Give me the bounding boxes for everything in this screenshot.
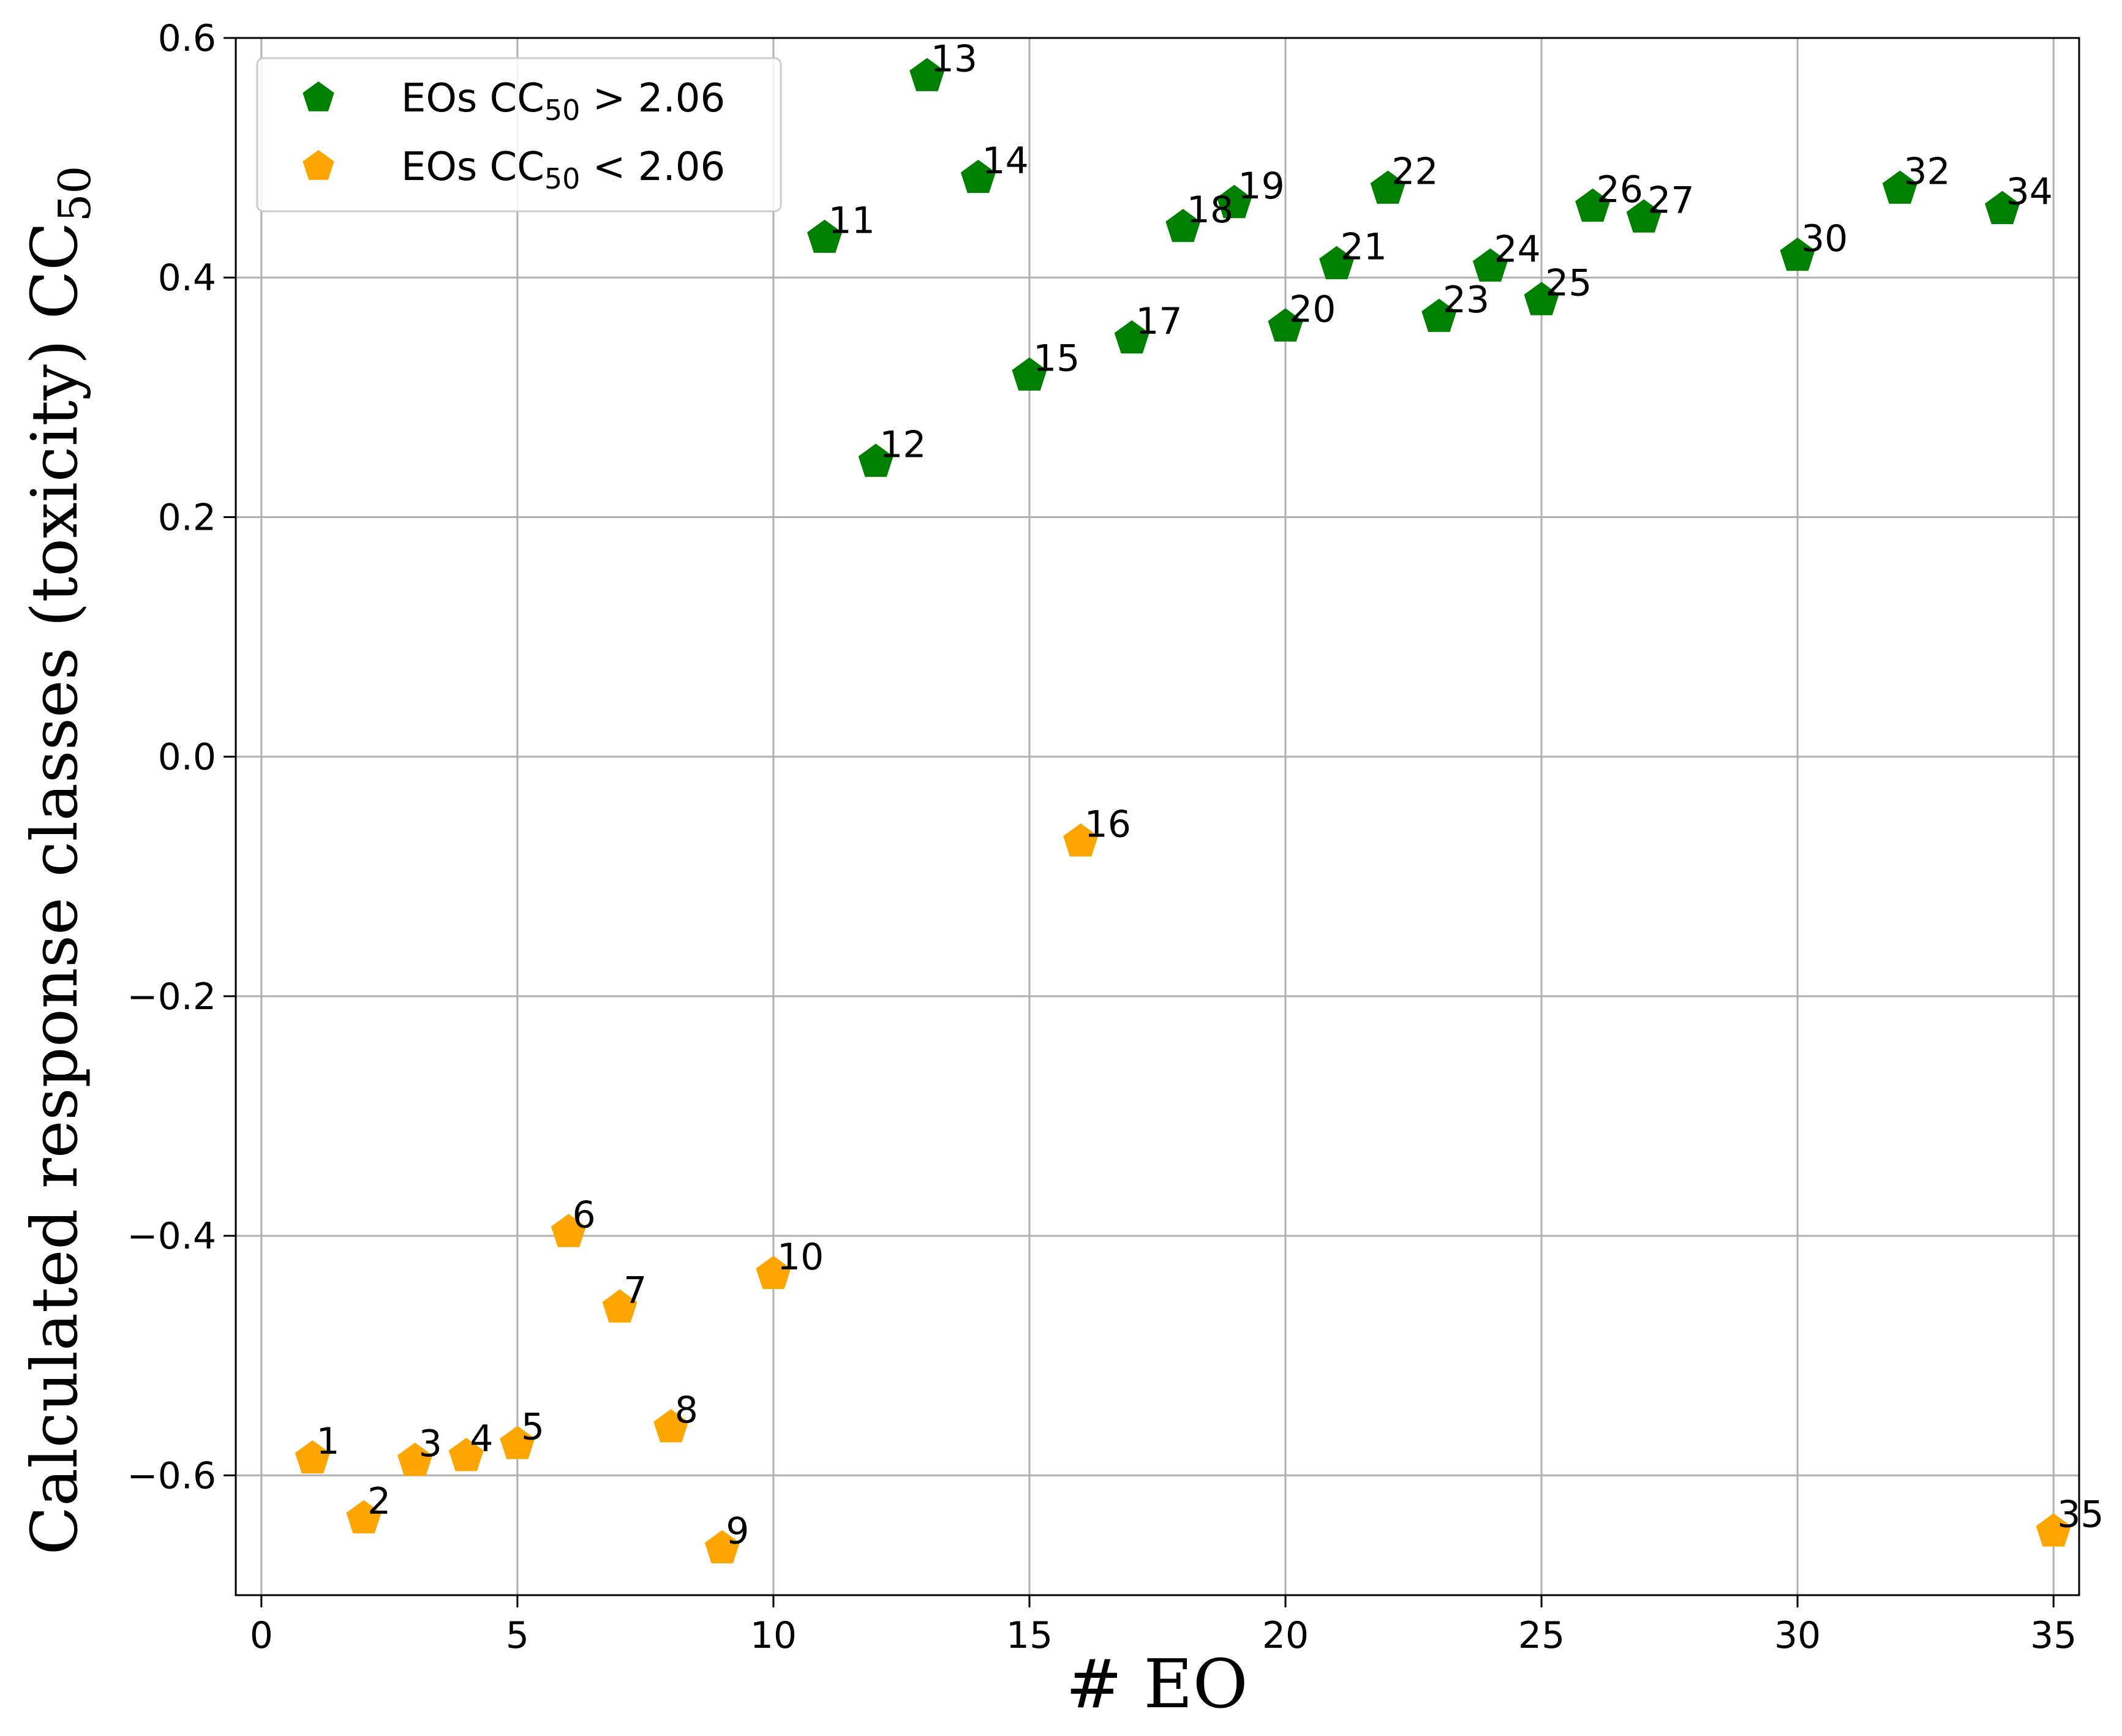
legend: EOs CC50 > 2.06 EOs CC50 < 2.06 xyxy=(256,57,782,212)
legend-marker-above xyxy=(303,81,334,111)
point-label: 4 xyxy=(470,1418,493,1460)
point-label: 11 xyxy=(829,200,875,242)
point-label: 8 xyxy=(675,1389,698,1432)
data-point-above xyxy=(1216,184,1252,219)
point-label: 27 xyxy=(1647,179,1694,222)
x-tick-label: 25 xyxy=(1518,1614,1565,1657)
point-label: 15 xyxy=(1033,337,1080,380)
data-point-above xyxy=(1985,190,2020,224)
data-point-above xyxy=(1319,246,1355,279)
y-axis-title-main: Calculated response classes (toxicity) C… xyxy=(17,222,92,1555)
point-label: 25 xyxy=(1545,261,1592,304)
legend-entry-below: EOs CC50 < 2.06 xyxy=(401,145,725,195)
point-label: 24 xyxy=(1494,228,1540,271)
data-point-above xyxy=(1882,170,1917,204)
data-point-above xyxy=(1780,238,1815,271)
point-label: 12 xyxy=(879,423,926,466)
point-label: 20 xyxy=(1289,288,1336,331)
data-point-below xyxy=(704,1530,740,1563)
x-tick-label: 5 xyxy=(506,1614,529,1657)
data-point-above xyxy=(1268,308,1303,342)
point-label: 6 xyxy=(572,1193,595,1236)
data-point-below xyxy=(346,1500,382,1534)
data-point-below xyxy=(1063,823,1099,857)
y-tick-label: −0.4 xyxy=(127,1215,216,1258)
data-point-above xyxy=(1472,248,1508,282)
y-tick-label: −0.2 xyxy=(127,975,216,1018)
point-label: 21 xyxy=(1341,226,1387,269)
x-tick-label: 35 xyxy=(2030,1614,2077,1657)
data-point-below xyxy=(448,1438,484,1471)
x-tick-label: 10 xyxy=(750,1614,797,1657)
grid-lines xyxy=(236,37,2079,1595)
x-tick-label: 20 xyxy=(1262,1614,1309,1657)
point-label: 30 xyxy=(1801,217,1848,260)
data-point-above xyxy=(1165,209,1201,242)
x-tick-label: 15 xyxy=(1006,1614,1053,1657)
data-point-above xyxy=(909,58,945,91)
data-point-below xyxy=(551,1214,586,1247)
y-tick-label: 0.6 xyxy=(158,17,216,60)
legend-box xyxy=(256,57,782,212)
point-label: 23 xyxy=(1443,279,1489,321)
point-label: 3 xyxy=(419,1422,442,1465)
data-point-below xyxy=(295,1440,330,1474)
y-tick-label: 0.4 xyxy=(158,257,216,299)
point-label: 35 xyxy=(2057,1493,2104,1536)
plot-frame xyxy=(235,37,2080,1596)
y-tick-label: 0.2 xyxy=(158,496,216,539)
axis-ticks: 0 5 10 15 20 25 30 35−0.6−0.4−0.20.00.20.40.6 xyxy=(127,17,2077,1657)
point-label: 13 xyxy=(931,38,977,81)
point-label: 9 xyxy=(726,1510,749,1553)
point-label: 1 xyxy=(316,1420,339,1463)
point-label: 10 xyxy=(777,1236,824,1279)
point-label: 16 xyxy=(1085,803,1131,846)
data-point-above xyxy=(1626,199,1661,233)
x-tick-label: 0 xyxy=(250,1614,273,1657)
point-label: 19 xyxy=(1238,165,1284,208)
y-tick-label: −0.6 xyxy=(127,1454,216,1497)
data-point-above xyxy=(858,443,894,477)
data-point-below xyxy=(756,1255,791,1289)
legend-entry-above: EOs CC50 > 2.06 xyxy=(401,76,725,127)
data-point-below xyxy=(2036,1513,2071,1547)
data-point-below xyxy=(397,1442,433,1476)
point-label: 7 xyxy=(623,1269,647,1312)
data-point-above xyxy=(1114,320,1149,354)
y-axis-title-subscript: 50 xyxy=(49,166,100,222)
y-tick-label: 0.0 xyxy=(158,736,216,779)
data-point-above xyxy=(960,159,996,194)
data-point-above xyxy=(1370,170,1405,204)
point-label: 5 xyxy=(521,1406,544,1449)
point-label: 18 xyxy=(1187,189,1233,231)
data-point-above xyxy=(1575,188,1611,222)
x-axis-title: # EO xyxy=(1066,1645,1248,1723)
y-axis-title: Calculated response classes (toxicity) C… xyxy=(17,166,100,1555)
point-label: 32 xyxy=(1903,150,1950,193)
data-point-below xyxy=(602,1289,638,1323)
data-point-below xyxy=(500,1426,535,1459)
point-label: 14 xyxy=(982,140,1028,182)
point-label: 2 xyxy=(367,1480,391,1523)
data-point-above xyxy=(1421,298,1457,333)
point-label: 34 xyxy=(2006,171,2053,214)
data-points xyxy=(295,58,2071,1563)
point-label: 26 xyxy=(1597,168,1643,211)
data-point-above xyxy=(807,219,843,253)
data-point-below xyxy=(653,1409,689,1443)
x-tick-label: 30 xyxy=(1774,1614,1821,1657)
point-label: 17 xyxy=(1135,300,1182,343)
point-label: 22 xyxy=(1391,150,1438,193)
data-point-above xyxy=(1524,282,1559,315)
legend-marker-below xyxy=(303,150,334,180)
data-point-above xyxy=(1012,357,1047,391)
